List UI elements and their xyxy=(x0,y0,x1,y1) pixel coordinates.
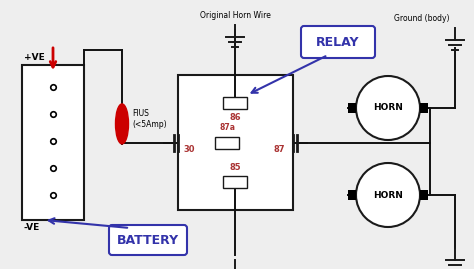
Bar xyxy=(420,103,428,113)
Text: 87: 87 xyxy=(273,146,285,154)
Text: 85: 85 xyxy=(230,163,241,172)
Text: +VE: +VE xyxy=(24,53,45,62)
Bar xyxy=(420,190,428,200)
Text: Original Horn Wire: Original Horn Wire xyxy=(200,11,271,20)
Bar xyxy=(216,136,239,148)
FancyBboxPatch shape xyxy=(109,225,187,255)
Text: Ground (body): Ground (body) xyxy=(394,14,450,23)
Bar xyxy=(22,65,84,220)
Bar xyxy=(224,176,247,188)
Circle shape xyxy=(356,76,420,140)
FancyBboxPatch shape xyxy=(301,26,375,58)
Text: HORN: HORN xyxy=(373,190,403,200)
Ellipse shape xyxy=(116,104,128,144)
Bar xyxy=(224,97,247,109)
Bar xyxy=(348,190,356,200)
Bar xyxy=(348,103,356,113)
Text: BATTERY: BATTERY xyxy=(117,233,179,246)
Text: 87a: 87a xyxy=(219,123,236,133)
Bar xyxy=(178,75,293,210)
Text: RELAY: RELAY xyxy=(316,36,360,48)
Text: 86: 86 xyxy=(230,113,241,122)
Text: 30: 30 xyxy=(183,146,194,154)
Text: -VE: -VE xyxy=(24,223,40,232)
Text: FIUS
(<5Amp): FIUS (<5Amp) xyxy=(132,109,167,129)
Text: HORN: HORN xyxy=(373,104,403,112)
Circle shape xyxy=(356,163,420,227)
